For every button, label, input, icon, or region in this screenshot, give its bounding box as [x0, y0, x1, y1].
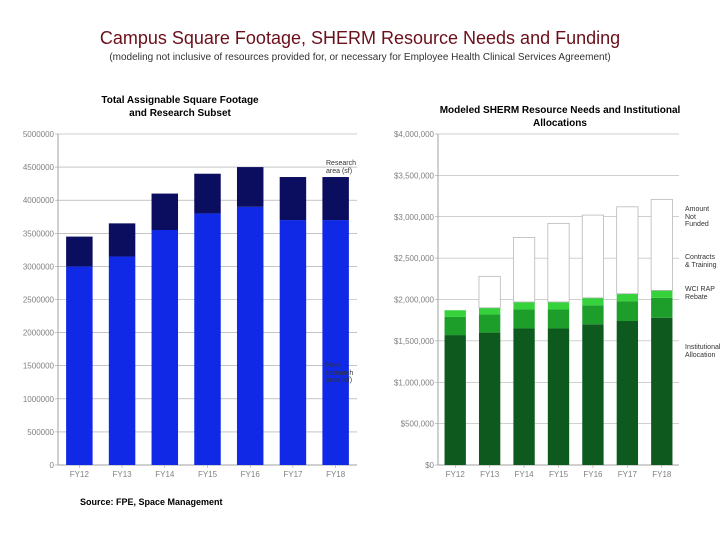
legend-wci_rap: WCI RAPRebate: [685, 286, 715, 301]
bar-segment: [322, 177, 348, 220]
bar-segment: [513, 302, 534, 309]
legend-nonresearch_label: Non-researcharea (sf): [326, 362, 353, 385]
svg-text:FY13: FY13: [480, 470, 500, 479]
bar-segment: [445, 317, 466, 335]
svg-text:1500000: 1500000: [23, 362, 55, 371]
svg-text:FY17: FY17: [618, 470, 638, 479]
bar-segment: [548, 309, 569, 328]
svg-text:FY17: FY17: [283, 470, 303, 479]
svg-text:FY12: FY12: [446, 470, 466, 479]
svg-text:FY15: FY15: [549, 470, 569, 479]
bar-segment: [322, 220, 348, 465]
bar-segment: [513, 237, 534, 302]
bar-segment: [479, 308, 500, 315]
bar-segment: [66, 266, 92, 465]
bar-segment: [548, 302, 569, 309]
svg-text:$0: $0: [425, 461, 434, 470]
bar-segment: [582, 305, 603, 324]
svg-text:$1,000,000: $1,000,000: [394, 378, 435, 387]
svg-text:3500000: 3500000: [23, 229, 55, 238]
left-panel-title: Total Assignable Square Footageand Resea…: [20, 95, 340, 120]
bar-segment: [513, 328, 534, 465]
bar-segment: [582, 324, 603, 465]
svg-text:$500,000: $500,000: [401, 420, 435, 429]
left-chart: 0 500000 1000000 1500000 2000000 2500000 30000…: [8, 130, 363, 485]
bar-segment: [194, 174, 220, 214]
svg-text:500000: 500000: [27, 428, 54, 437]
svg-text:4000000: 4000000: [23, 196, 55, 205]
svg-text:$3,500,000: $3,500,000: [394, 171, 435, 180]
bar-segment: [513, 309, 534, 328]
bar-segment: [445, 310, 466, 317]
svg-text:5000000: 5000000: [23, 130, 55, 139]
bar-segment: [617, 294, 638, 301]
bar-segment: [109, 223, 135, 256]
source-line: Source: FPE, Space Management: [80, 497, 223, 507]
legend-research_label: Researcharea (sf): [326, 160, 356, 175]
svg-text:2500000: 2500000: [23, 296, 55, 305]
bar-segment: [548, 223, 569, 302]
svg-text:4500000: 4500000: [23, 163, 55, 172]
bar-segment: [109, 256, 135, 465]
svg-text:3000000: 3000000: [23, 262, 55, 271]
svg-text:2000000: 2000000: [23, 329, 55, 338]
bar-segment: [445, 335, 466, 465]
svg-text:FY14: FY14: [515, 470, 535, 479]
svg-text:FY13: FY13: [113, 470, 133, 479]
bar-segment: [651, 298, 672, 318]
svg-text:FY18: FY18: [652, 470, 672, 479]
bar-segment: [237, 207, 263, 465]
bar-segment: [651, 199, 672, 290]
svg-text:$2,500,000: $2,500,000: [394, 254, 435, 263]
page-subtitle: (modeling not inclusive of resources pro…: [0, 52, 720, 63]
bar-segment: [651, 290, 672, 297]
svg-text:$1,500,000: $1,500,000: [394, 337, 435, 346]
legend-contracts: Contracts& Training: [685, 254, 717, 269]
bar-segment: [617, 207, 638, 294]
svg-text:FY16: FY16: [583, 470, 603, 479]
bar-segment: [617, 321, 638, 465]
bar-segment: [548, 328, 569, 465]
bar-segment: [617, 301, 638, 321]
svg-text:FY15: FY15: [198, 470, 218, 479]
bar-segment: [479, 333, 500, 465]
bar-segment: [152, 230, 178, 465]
bar-segment: [479, 276, 500, 307]
bar-segment: [479, 314, 500, 332]
right-panel-title: Modeled SHERM Resource Needs and Institu…: [420, 105, 700, 130]
page-title: Campus Square Footage, SHERM Resource Ne…: [0, 28, 720, 49]
bar-segment: [280, 177, 306, 220]
bar-segment: [237, 167, 263, 207]
svg-text:FY18: FY18: [326, 470, 346, 479]
svg-text:FY12: FY12: [70, 470, 90, 479]
bar-segment: [194, 213, 220, 465]
bar-segment: [651, 318, 672, 465]
svg-text:$3,000,000: $3,000,000: [394, 213, 435, 222]
bar-segment: [582, 298, 603, 305]
right-chart: $0 $500,000 $1,000,000 $1,500,000 $2,000,000…: [383, 130, 683, 485]
svg-text:1000000: 1000000: [23, 395, 55, 404]
bar-segment: [66, 237, 92, 267]
svg-text:$2,000,000: $2,000,000: [394, 296, 435, 305]
svg-text:$4,000,000: $4,000,000: [394, 130, 435, 139]
bar-segment: [152, 194, 178, 230]
legend-institutional: InstitutionalAllocation: [685, 344, 720, 359]
bar-segment: [280, 220, 306, 465]
bar-segment: [582, 215, 603, 298]
svg-text:0: 0: [50, 461, 55, 470]
svg-text:FY16: FY16: [241, 470, 261, 479]
svg-text:FY14: FY14: [155, 470, 175, 479]
legend-amount_not_funded: AmountNotFunded: [685, 206, 709, 229]
